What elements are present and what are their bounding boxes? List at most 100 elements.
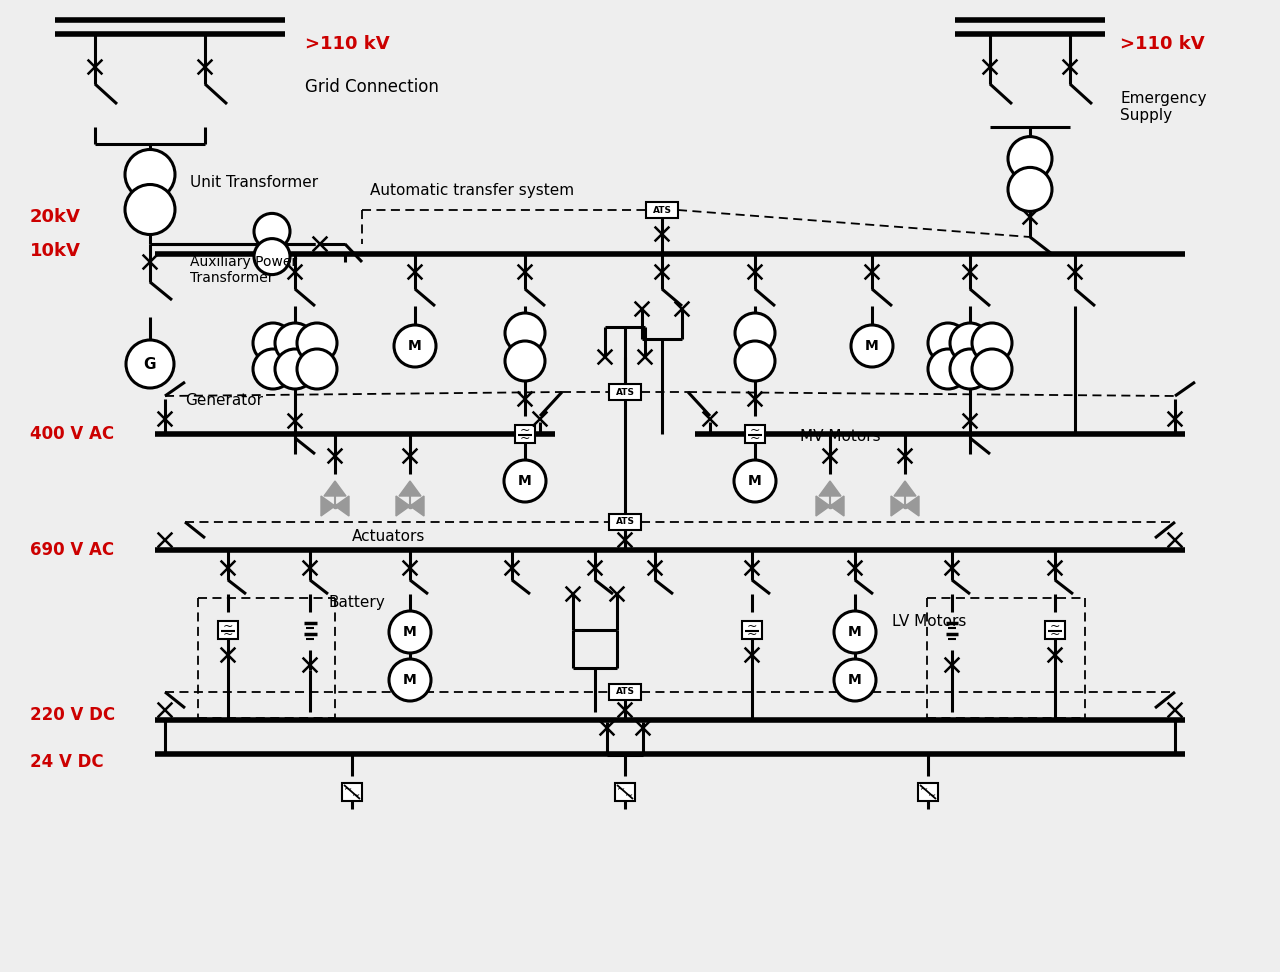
Bar xyxy=(218,621,238,639)
Text: M: M xyxy=(865,339,879,353)
Circle shape xyxy=(735,341,774,381)
Text: >110 kV: >110 kV xyxy=(305,35,389,53)
Text: ~: ~ xyxy=(1050,620,1060,633)
Text: ATS: ATS xyxy=(653,205,672,215)
Text: ~: ~ xyxy=(223,620,233,633)
Text: ~: ~ xyxy=(920,785,928,795)
Polygon shape xyxy=(410,496,424,516)
Polygon shape xyxy=(829,496,844,516)
Text: ~: ~ xyxy=(1050,628,1060,641)
Circle shape xyxy=(297,349,337,389)
Text: ~: ~ xyxy=(750,432,760,444)
Bar xyxy=(342,783,362,801)
Text: Grid Connection: Grid Connection xyxy=(305,78,439,96)
Circle shape xyxy=(253,214,291,250)
Circle shape xyxy=(735,313,774,353)
Text: 24 V DC: 24 V DC xyxy=(29,753,104,771)
Circle shape xyxy=(972,323,1012,363)
Circle shape xyxy=(972,349,1012,389)
Bar xyxy=(614,783,635,801)
Polygon shape xyxy=(324,481,346,496)
Text: ~: ~ xyxy=(520,432,530,444)
Circle shape xyxy=(733,460,776,502)
Text: M: M xyxy=(403,673,417,687)
Text: 220 V DC: 220 V DC xyxy=(29,706,115,724)
Text: M: M xyxy=(403,625,417,639)
Text: ATS: ATS xyxy=(616,388,635,397)
Text: LV Motors: LV Motors xyxy=(892,614,966,630)
Bar xyxy=(646,202,678,218)
Polygon shape xyxy=(905,496,919,516)
Circle shape xyxy=(297,323,337,363)
Text: G: G xyxy=(143,357,156,371)
Bar xyxy=(1044,621,1065,639)
Circle shape xyxy=(275,349,315,389)
Text: ~: ~ xyxy=(352,791,360,801)
Circle shape xyxy=(835,659,876,701)
Text: >110 kV: >110 kV xyxy=(1120,35,1204,53)
Text: 10kV: 10kV xyxy=(29,242,81,260)
Circle shape xyxy=(928,323,968,363)
Text: M: M xyxy=(849,625,861,639)
Text: ~: ~ xyxy=(223,628,233,641)
Circle shape xyxy=(389,659,431,701)
Text: M: M xyxy=(849,673,861,687)
Circle shape xyxy=(504,460,547,502)
Text: ATS: ATS xyxy=(616,687,635,697)
Text: ~: ~ xyxy=(928,791,936,801)
Circle shape xyxy=(389,611,431,653)
Circle shape xyxy=(1009,137,1052,181)
Text: ~: ~ xyxy=(625,791,634,801)
Circle shape xyxy=(506,341,545,381)
Polygon shape xyxy=(396,496,410,516)
Text: Automatic transfer system: Automatic transfer system xyxy=(370,183,575,197)
Circle shape xyxy=(253,349,293,389)
Bar xyxy=(918,783,938,801)
Bar xyxy=(742,621,762,639)
Circle shape xyxy=(928,349,968,389)
Text: Actuators: Actuators xyxy=(352,529,425,543)
Polygon shape xyxy=(335,496,349,516)
Bar xyxy=(609,384,641,400)
Text: 690 V AC: 690 V AC xyxy=(29,541,114,559)
Polygon shape xyxy=(321,496,335,516)
Bar xyxy=(515,425,535,443)
Text: ~: ~ xyxy=(520,424,530,437)
Circle shape xyxy=(125,340,174,388)
Polygon shape xyxy=(891,496,905,516)
Circle shape xyxy=(950,323,989,363)
Text: M: M xyxy=(408,339,422,353)
Circle shape xyxy=(851,325,893,367)
Text: 400 V AC: 400 V AC xyxy=(29,425,114,443)
Text: ~: ~ xyxy=(746,620,758,633)
Circle shape xyxy=(506,313,545,353)
Text: MV Motors: MV Motors xyxy=(800,429,881,443)
Circle shape xyxy=(1009,167,1052,211)
Circle shape xyxy=(950,349,989,389)
Text: Emergency
Supply: Emergency Supply xyxy=(1120,90,1207,123)
Text: ~: ~ xyxy=(344,785,352,795)
Text: ~: ~ xyxy=(750,424,760,437)
Text: Auxiliary Power
Transformer: Auxiliary Power Transformer xyxy=(189,255,297,285)
Bar xyxy=(609,514,641,530)
Text: ~: ~ xyxy=(746,628,758,641)
Text: 20kV: 20kV xyxy=(29,208,81,226)
Circle shape xyxy=(253,323,293,363)
Text: ATS: ATS xyxy=(616,517,635,527)
Bar xyxy=(609,684,641,700)
Text: ~: ~ xyxy=(617,785,625,795)
Bar xyxy=(745,425,765,443)
Text: Unit Transformer: Unit Transformer xyxy=(189,175,319,190)
Text: Generator: Generator xyxy=(186,393,262,407)
Circle shape xyxy=(275,323,315,363)
Polygon shape xyxy=(817,496,829,516)
Circle shape xyxy=(835,611,876,653)
Polygon shape xyxy=(399,481,421,496)
Polygon shape xyxy=(893,481,916,496)
Text: M: M xyxy=(748,474,762,488)
Text: Battery: Battery xyxy=(328,595,385,609)
Circle shape xyxy=(253,238,291,275)
Text: M: M xyxy=(518,474,532,488)
Circle shape xyxy=(125,185,175,234)
Circle shape xyxy=(394,325,436,367)
